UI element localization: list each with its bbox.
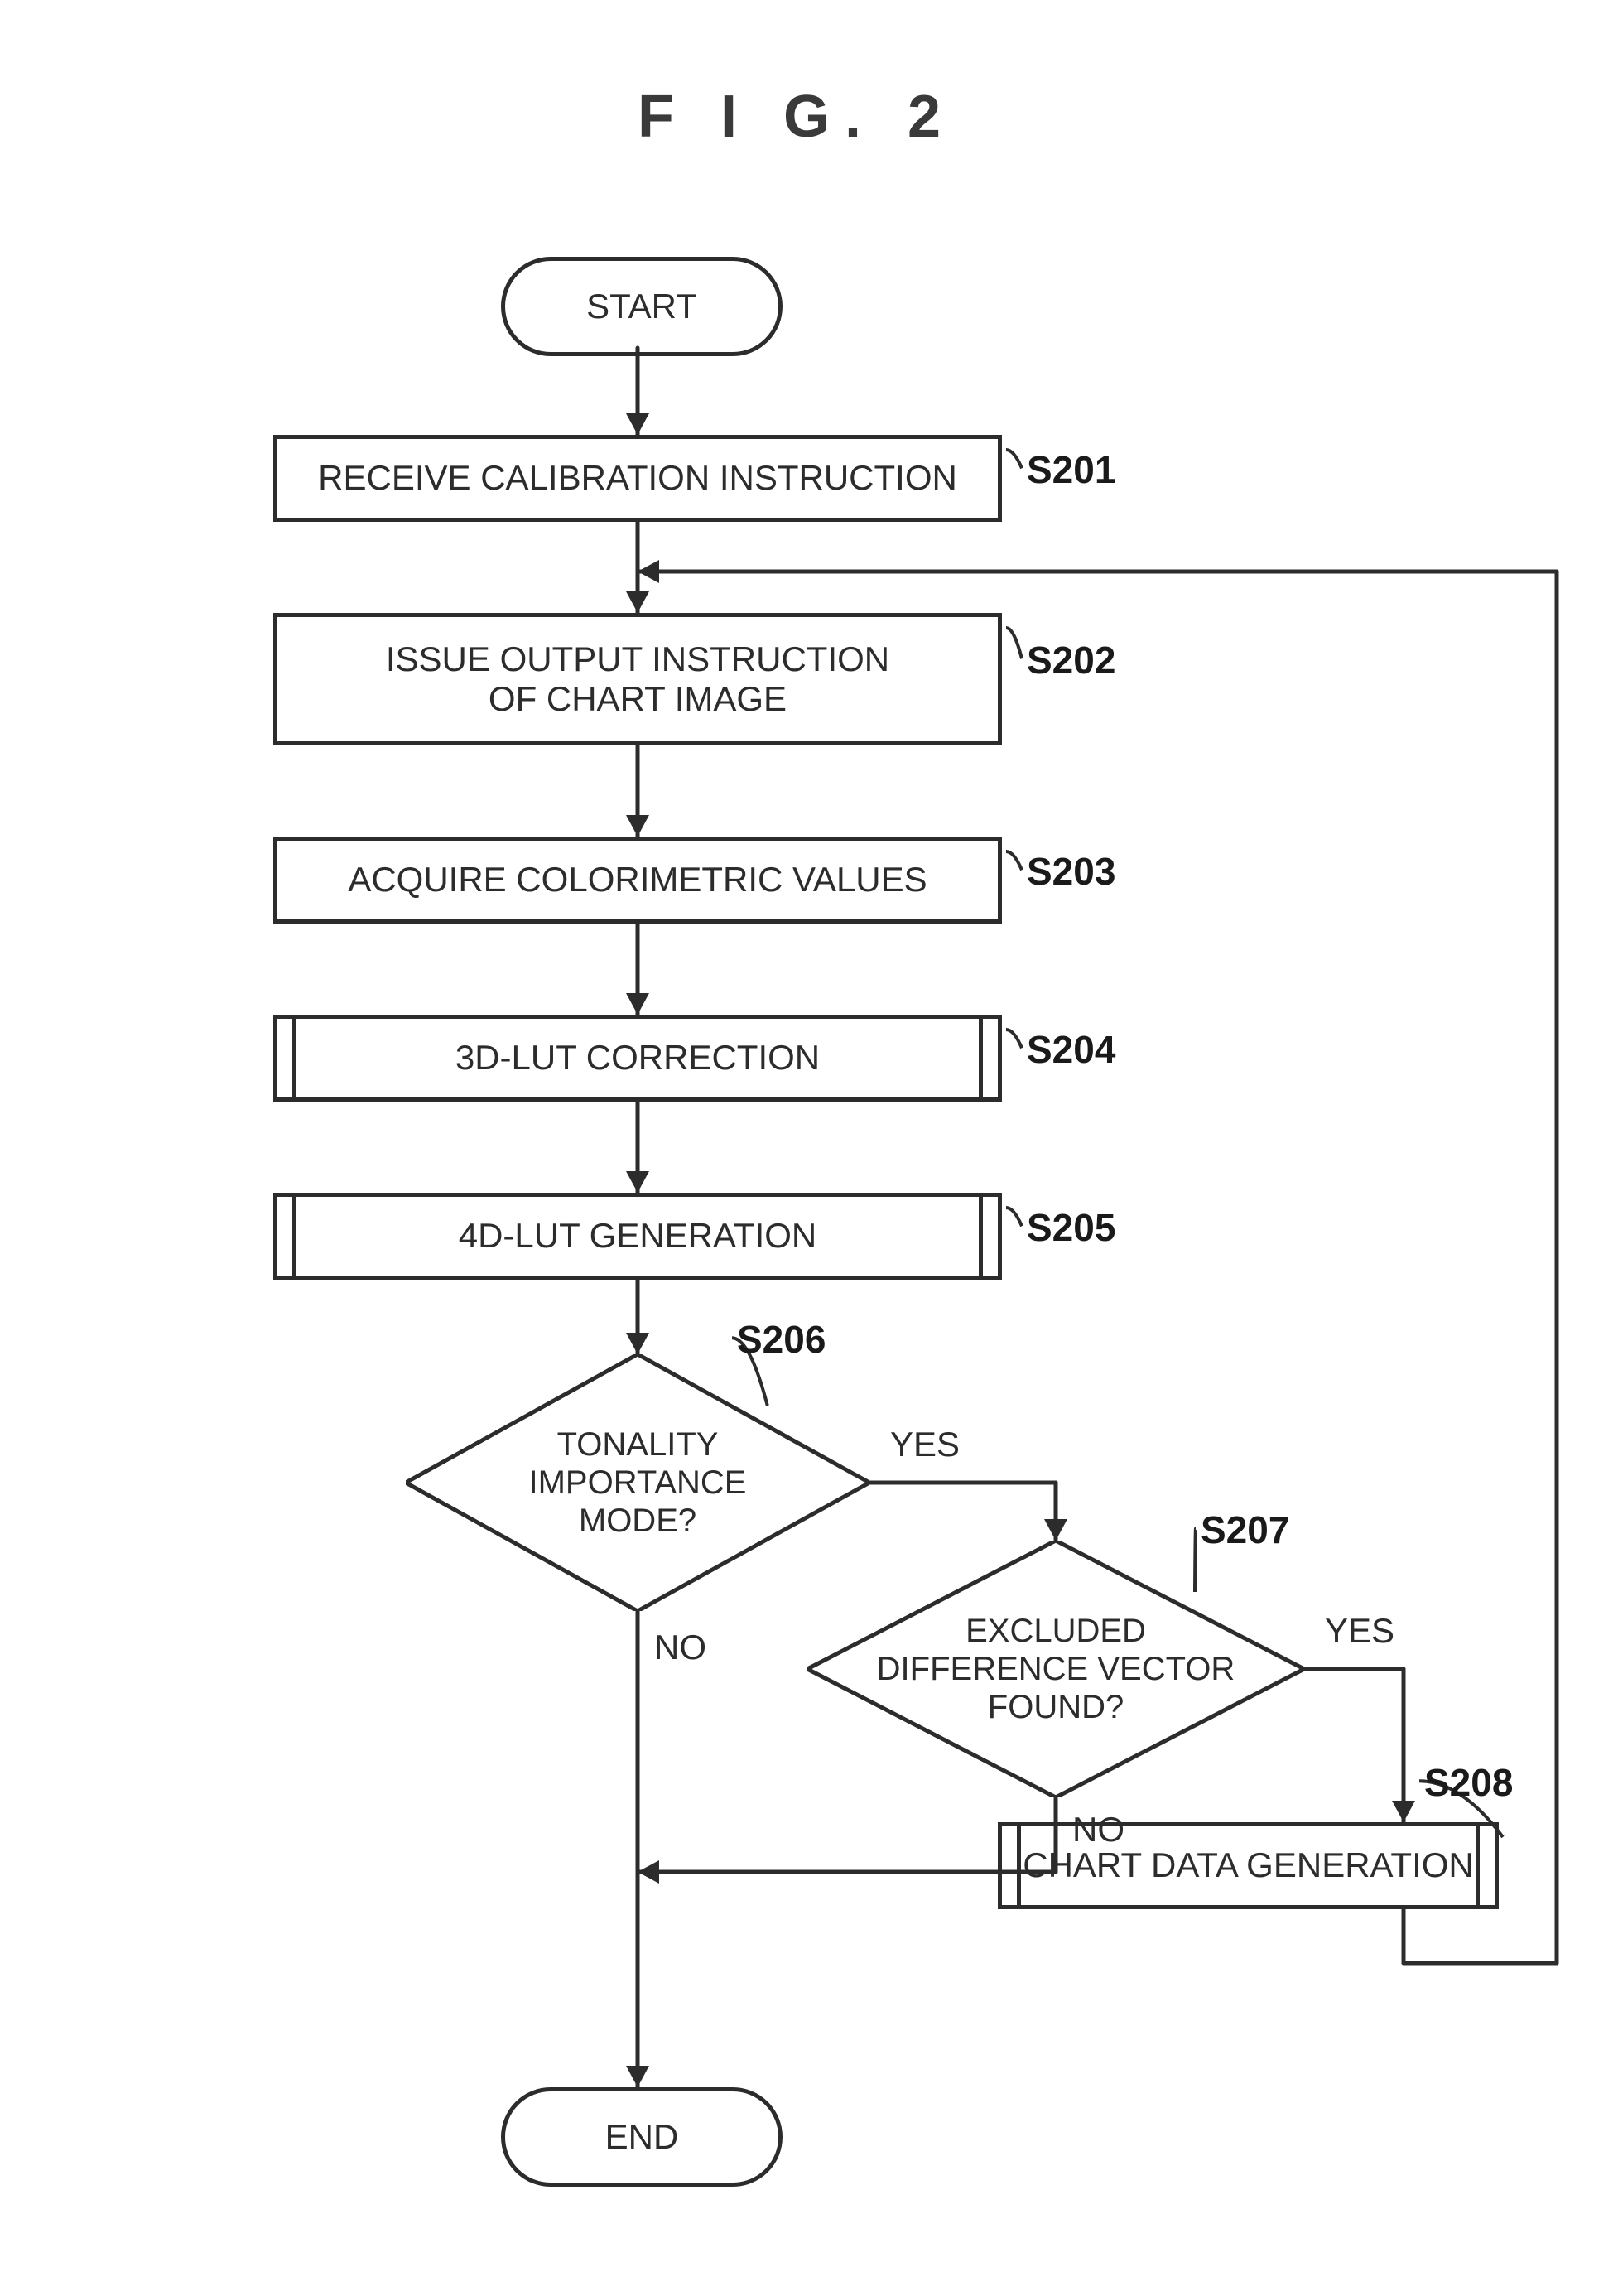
start-terminal: START — [501, 257, 783, 356]
step-s204: 3D-LUT CORRECTION — [273, 1015, 1002, 1102]
edge-label: NO — [654, 1628, 706, 1667]
decision-s207: EXCLUDED DIFFERENCE VECTOR FOUND? — [807, 1541, 1304, 1797]
decision-label: TONALITY IMPORTANCE MODE? — [406, 1425, 869, 1540]
step-s205: 4D-LUT GENERATION — [273, 1193, 1002, 1280]
step-number: S204 — [1027, 1027, 1115, 1072]
step-number: S208 — [1424, 1760, 1513, 1805]
step-number: S201 — [1027, 447, 1115, 492]
step-s208: CHART DATA GENERATION — [998, 1822, 1499, 1909]
step-number: S202 — [1027, 638, 1115, 683]
decision-label: EXCLUDED DIFFERENCE VECTOR FOUND? — [807, 1612, 1304, 1726]
edge-label: YES — [1325, 1611, 1394, 1651]
end-terminal: END — [501, 2087, 783, 2187]
edge-label: YES — [890, 1425, 960, 1464]
step-number: S203 — [1027, 849, 1115, 894]
step-number: S205 — [1027, 1205, 1115, 1250]
decision-s206: TONALITY IMPORTANCE MODE? — [406, 1354, 869, 1611]
step-s203: ACQUIRE COLORIMETRIC VALUES — [273, 837, 1002, 924]
flowchart-figure: F I G. 2NOYESNOYESSTARTENDRECEIVE CALIBR… — [0, 0, 1618, 2296]
flow-lines — [0, 0, 1618, 2296]
step-number: S207 — [1201, 1507, 1289, 1552]
step-s201: RECEIVE CALIBRATION INSTRUCTION — [273, 435, 1002, 522]
step-s202: ISSUE OUTPUT INSTRUCTION OF CHART IMAGE — [273, 613, 1002, 745]
step-number: S206 — [737, 1317, 826, 1362]
